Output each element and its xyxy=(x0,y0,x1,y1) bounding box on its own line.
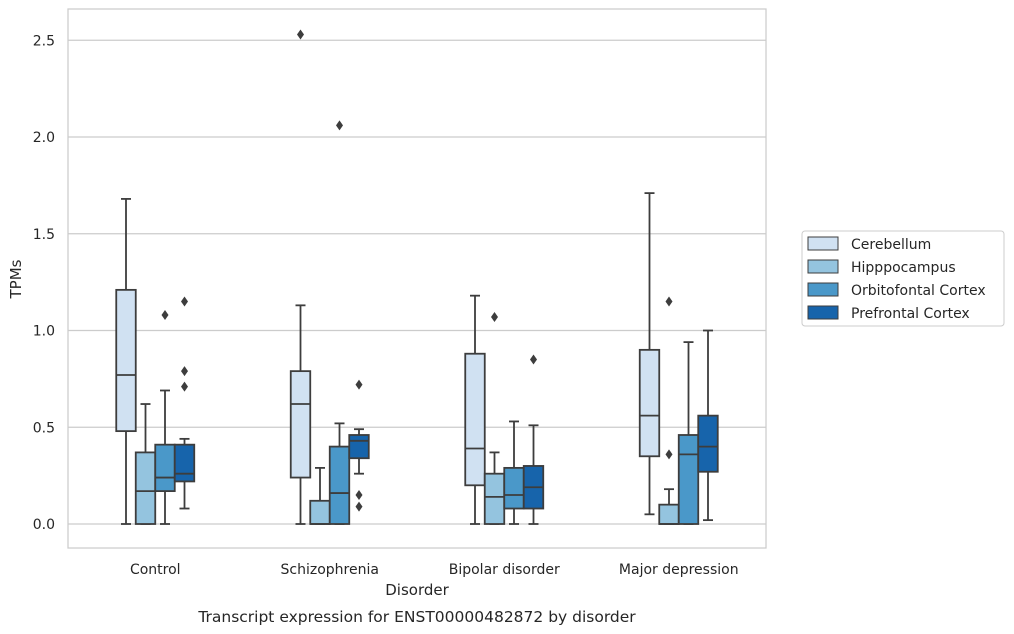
box xyxy=(348,434,370,460)
box xyxy=(115,288,137,433)
legend-label: Prefrontal Cortex xyxy=(851,306,970,322)
x-tick-label: Major depression xyxy=(619,562,739,578)
outlier-point xyxy=(336,120,343,131)
outlier-point xyxy=(530,354,537,365)
box xyxy=(134,451,157,525)
box xyxy=(483,472,506,525)
box xyxy=(677,434,700,525)
outlier-point xyxy=(181,296,188,307)
box-group xyxy=(522,354,545,525)
legend: Cerebellum Hipppocampus Orbitofontal Corte… xyxy=(801,230,1005,327)
legend-swatch xyxy=(807,236,839,251)
box-group xyxy=(503,420,525,525)
outlier-point xyxy=(491,311,498,322)
y-tick-label: 1.5 xyxy=(33,227,55,243)
outlier-point xyxy=(181,366,188,377)
box-group xyxy=(638,192,661,516)
box-group xyxy=(464,294,486,525)
y-axis-label: TPMs xyxy=(7,259,25,299)
x-tick-label: Bipolar disorder xyxy=(449,562,560,578)
outlier-point xyxy=(355,489,363,500)
grid-lines xyxy=(68,39,766,525)
outlier-point xyxy=(161,310,169,321)
box xyxy=(503,466,525,510)
box-group xyxy=(173,296,196,510)
box xyxy=(464,352,486,487)
box-group xyxy=(289,29,312,525)
outlier-point xyxy=(355,501,363,512)
outlier-point xyxy=(665,449,673,460)
legend-label: Orbitofontal Cortex xyxy=(851,283,986,299)
y-tick-label: 0.5 xyxy=(33,420,55,436)
box-group xyxy=(697,329,719,522)
box xyxy=(309,499,331,525)
legend-frame xyxy=(801,230,1005,327)
box-group xyxy=(658,296,680,525)
box xyxy=(154,443,176,493)
box-group xyxy=(154,310,176,525)
box xyxy=(173,443,196,483)
box-group xyxy=(134,403,157,525)
box-group xyxy=(483,311,506,525)
box xyxy=(328,445,351,525)
legend-label: Cerebellum xyxy=(851,237,931,253)
outlier-point xyxy=(181,381,188,392)
box xyxy=(289,370,312,479)
y-tick-label: 2.5 xyxy=(33,33,55,49)
box-group xyxy=(309,466,331,525)
outlier-point xyxy=(297,29,304,40)
box xyxy=(638,348,661,458)
box xyxy=(658,503,680,525)
plot-area-frame xyxy=(67,8,767,549)
box-group xyxy=(115,198,137,525)
legend-swatch xyxy=(807,282,839,297)
box xyxy=(697,414,719,473)
box-group xyxy=(348,379,370,512)
y-tick-label: 1.0 xyxy=(33,324,55,340)
box-group xyxy=(677,341,700,525)
x-tick-labels: Control Schizophrenia Bipolar disorder Majo… xyxy=(130,562,739,578)
legend-swatch xyxy=(807,259,839,274)
box-group xyxy=(328,120,351,525)
y-tick-label: 2.0 xyxy=(33,130,55,146)
outlier-point xyxy=(665,296,673,307)
legend-swatch xyxy=(807,305,839,320)
y-tick-labels: 0.0 0.5 1.0 1.5 2.0 2.5 xyxy=(33,33,55,533)
outlier-point xyxy=(355,379,363,390)
y-tick-label: 0.0 xyxy=(33,517,55,533)
x-tick-label: Schizophrenia xyxy=(281,562,379,578)
box-groups xyxy=(115,29,719,525)
chart-title: Transcript expression for ENST0000048287… xyxy=(197,608,636,626)
x-axis-label: Disorder xyxy=(385,581,449,599)
x-tick-label: Control xyxy=(130,562,181,578)
legend-label: Hipppocampus xyxy=(851,260,956,276)
